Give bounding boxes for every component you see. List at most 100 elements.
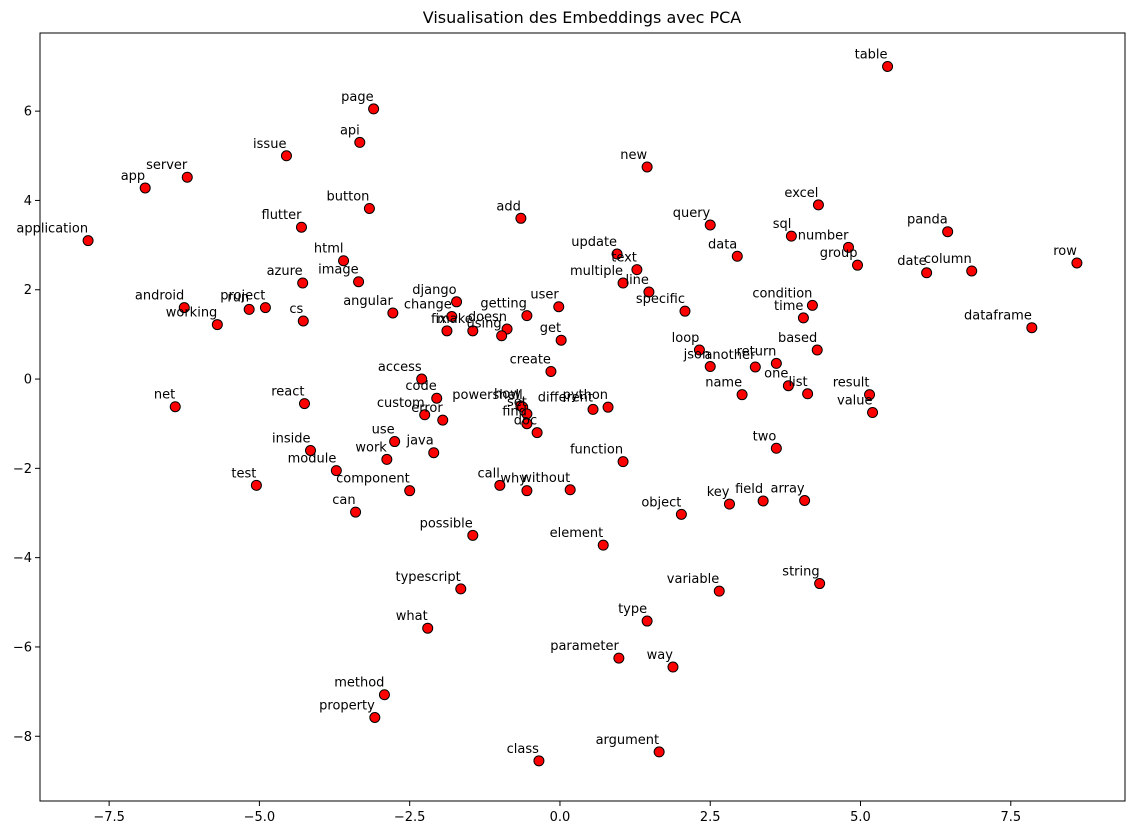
point-different bbox=[587, 403, 599, 415]
point-label-parameter: parameter bbox=[550, 639, 619, 654]
y-tick-label: −4 bbox=[13, 551, 32, 566]
y-tick-label: 6 bbox=[24, 105, 32, 120]
point-function bbox=[617, 456, 629, 468]
point-one bbox=[782, 380, 794, 392]
point-label-text: text bbox=[611, 251, 637, 266]
point-server bbox=[181, 171, 193, 183]
point-label-possible: possible bbox=[420, 516, 473, 531]
x-tick-label: 7.5 bbox=[1000, 810, 1021, 825]
point-label-work: work bbox=[355, 440, 387, 455]
point-use bbox=[389, 436, 401, 448]
point-label-why: why bbox=[500, 472, 527, 487]
point-label-using: using bbox=[467, 317, 502, 332]
point-label-panda: panda bbox=[907, 213, 948, 228]
point-specific bbox=[679, 305, 691, 317]
point-access bbox=[416, 373, 428, 385]
point-result bbox=[864, 389, 876, 401]
point-label-user: user bbox=[530, 288, 559, 303]
point-line bbox=[643, 286, 655, 298]
point-field bbox=[757, 495, 769, 507]
point-parameter bbox=[613, 652, 625, 664]
point-label-variable: variable bbox=[667, 572, 719, 587]
y-axis-ticks: −8 −6 −4 −2 0 2 4 6 bbox=[13, 105, 40, 745]
point-label-loop: loop bbox=[672, 331, 700, 346]
point-two bbox=[770, 442, 782, 454]
y-tick-label: −2 bbox=[13, 462, 32, 477]
point-label-multiple: multiple bbox=[570, 264, 623, 279]
point-flutter bbox=[295, 221, 307, 233]
point-label-object: object bbox=[641, 495, 681, 510]
point-number bbox=[842, 241, 854, 253]
x-tick-label: −7.5 bbox=[93, 810, 125, 825]
point-work bbox=[381, 453, 393, 465]
point-table bbox=[882, 60, 894, 72]
point-label-button: button bbox=[327, 189, 370, 204]
point-label-custom: custom bbox=[377, 396, 425, 411]
point-label-function: function bbox=[570, 443, 623, 458]
point-label-error: error bbox=[411, 401, 443, 416]
point-cs bbox=[297, 315, 309, 327]
y-tick-label: −6 bbox=[13, 640, 32, 655]
point-label-run: run bbox=[227, 290, 249, 305]
point-label-powershell: powershell bbox=[452, 388, 522, 403]
point-label-doesn: doesn bbox=[468, 310, 507, 325]
x-tick-label: −5.0 bbox=[244, 810, 276, 825]
point-data bbox=[731, 250, 743, 262]
point-label-class: class bbox=[507, 742, 539, 757]
point-label-working: working bbox=[166, 306, 218, 321]
point-what bbox=[422, 622, 434, 634]
point-add bbox=[515, 212, 527, 224]
point-label-two: two bbox=[753, 429, 777, 444]
point-way bbox=[667, 661, 679, 673]
point-panda bbox=[942, 226, 954, 238]
point-label-django: django bbox=[412, 283, 456, 298]
x-tick-label: 5.0 bbox=[850, 810, 871, 825]
point-label-typescript: typescript bbox=[395, 570, 460, 585]
point-component bbox=[404, 485, 416, 497]
point-azure bbox=[297, 277, 309, 289]
point-condition bbox=[806, 299, 818, 311]
point-class bbox=[533, 755, 545, 767]
point-label-sql: sql bbox=[773, 217, 792, 232]
point-django bbox=[451, 296, 463, 308]
point-label-specific: specific bbox=[636, 292, 685, 307]
point-label-excel: excel bbox=[784, 186, 818, 201]
point-label-method: method bbox=[334, 676, 384, 691]
point-dataframe bbox=[1026, 322, 1038, 334]
point-html bbox=[338, 255, 350, 267]
point-module bbox=[330, 465, 342, 477]
x-tick-label: 0.0 bbox=[550, 810, 571, 825]
chart-title: Visualisation des Embeddings avec PCA bbox=[423, 8, 742, 27]
x-tick-label: 2.5 bbox=[700, 810, 721, 825]
point-net bbox=[169, 401, 181, 413]
point-label-row: row bbox=[1053, 244, 1077, 259]
point-create bbox=[545, 365, 557, 377]
point-time bbox=[797, 312, 809, 324]
point-type bbox=[641, 615, 653, 627]
point-label-based: based bbox=[778, 331, 817, 346]
point-label-line: line bbox=[625, 273, 648, 288]
point-label-set: set bbox=[507, 395, 527, 410]
point-button bbox=[363, 202, 375, 214]
point-return bbox=[770, 357, 782, 369]
point-label-page: page bbox=[341, 90, 373, 105]
y-tick-label: −8 bbox=[13, 730, 32, 745]
point-react bbox=[298, 398, 310, 410]
point-label-one: one bbox=[764, 367, 788, 382]
point-method bbox=[378, 689, 390, 701]
point-label-server: server bbox=[146, 158, 188, 173]
point-label-fix: fix bbox=[431, 312, 447, 327]
point-fix bbox=[441, 325, 453, 337]
point-call bbox=[494, 479, 506, 491]
point-column bbox=[966, 265, 978, 277]
point-label-flutter: flutter bbox=[262, 208, 303, 223]
point-label-can: can bbox=[332, 493, 355, 508]
point-project bbox=[259, 302, 271, 314]
point-label-azure: azure bbox=[267, 264, 303, 279]
point-label-api: api bbox=[340, 123, 360, 138]
point-date bbox=[921, 267, 933, 279]
point-json bbox=[704, 361, 716, 373]
point-array bbox=[799, 494, 811, 506]
point-label-cs: cs bbox=[289, 302, 303, 317]
